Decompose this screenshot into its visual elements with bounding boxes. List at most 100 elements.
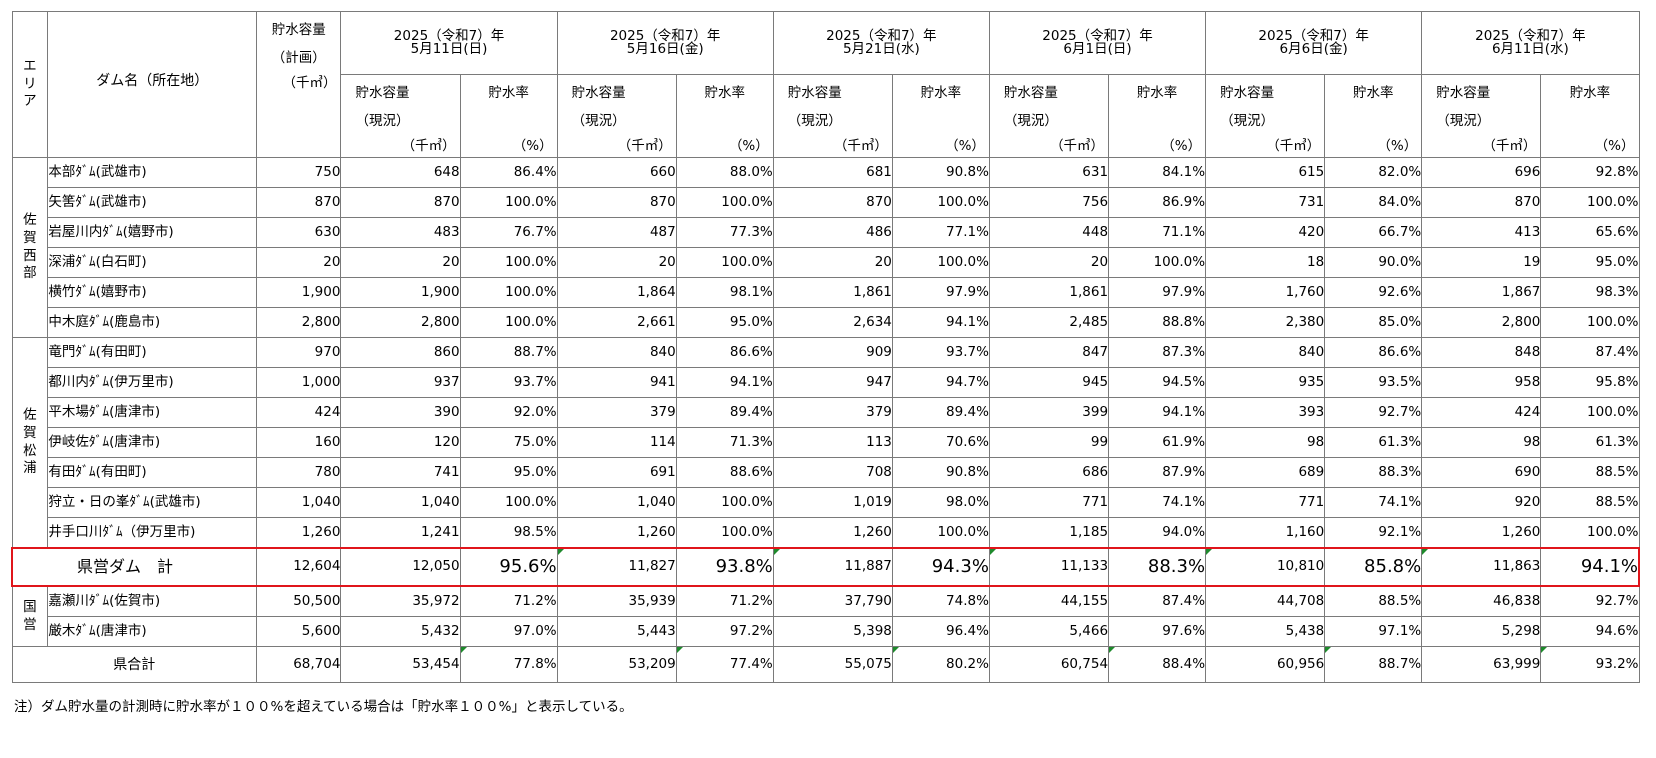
header-plan-line2: （計画） bbox=[271, 49, 326, 66]
plan-capacity-cell: 50,500 bbox=[256, 585, 342, 617]
header-date-day: 6月1日(日) bbox=[1063, 41, 1132, 57]
rate-cell: 100.0% bbox=[1540, 397, 1640, 428]
capacity-cell: 860 bbox=[340, 337, 461, 368]
header-current-unit: （千㎥） bbox=[1482, 138, 1537, 154]
plan-capacity-cell: 5,600 bbox=[256, 616, 342, 647]
capacity-cell: 935 bbox=[1205, 367, 1326, 398]
rate-cell: 74.1% bbox=[1108, 487, 1207, 518]
rate-cell: 90.8% bbox=[891, 457, 990, 488]
dam-name: 狩立・日の峯ﾀﾞﾑ(武雄市) bbox=[47, 487, 258, 518]
rate-cell: 94.1% bbox=[1108, 397, 1207, 428]
plan-capacity-cell: 1,260 bbox=[256, 517, 342, 549]
header-current-capacity: 貯水容量 （現況） （千㎥） bbox=[1205, 74, 1326, 158]
rate-cell: 92.0% bbox=[459, 397, 558, 428]
capacity-cell: 420 bbox=[1205, 217, 1326, 248]
header-current-capacity: 貯水容量 （現況） （千㎥） bbox=[988, 74, 1110, 158]
capacity-cell: 2,800 bbox=[340, 307, 461, 338]
dam-name: 厳木ﾀﾞﾑ(唐津市) bbox=[47, 616, 258, 647]
capacity-cell: 2,800 bbox=[1421, 307, 1542, 338]
plan-capacity-cell: 1,900 bbox=[256, 277, 342, 308]
capacity-cell: 53,454 bbox=[340, 646, 461, 683]
table-row: 深浦ﾀﾞﾑ(白石町) 20 20 100.0% 20 100.0% 20 100.0% 20 10… bbox=[12, 247, 1640, 278]
rate-cell: 93.5% bbox=[1324, 367, 1423, 398]
rate-cell: 75.0% bbox=[459, 427, 558, 458]
capacity-cell: 870 bbox=[340, 187, 461, 218]
header-rate-unit: （%） bbox=[1377, 138, 1418, 154]
capacity-cell: 486 bbox=[772, 217, 893, 248]
rate-cell: 97.6% bbox=[1108, 616, 1207, 647]
header-plan-unit: （千㎥） bbox=[282, 75, 337, 91]
rate-cell: 71.1% bbox=[1108, 217, 1207, 248]
header-rate-spacer bbox=[1326, 115, 1421, 129]
rate-cell: 70.6% bbox=[891, 427, 990, 458]
table-row: 都川内ﾀﾞﾑ(伊万里市) 1,000 937 93.7% 941 94.1% 947 94.7… bbox=[12, 367, 1640, 398]
capacity-cell: 1,900 bbox=[340, 277, 461, 308]
capacity-cell: 1,241 bbox=[340, 517, 461, 549]
capacity-cell: 37,790 bbox=[772, 585, 893, 617]
header-area-cell: エリア bbox=[11, 11, 49, 158]
table-row: 平木場ﾀﾞﾑ(唐津市) 424 390 92.0% 379 89.4% 379 89.4% 39… bbox=[12, 397, 1640, 428]
rate-cell: 86.4% bbox=[459, 157, 558, 188]
header-current-line1: 貯水容量 bbox=[1003, 85, 1058, 101]
capacity-cell: 1,019 bbox=[772, 487, 893, 518]
capacity-cell: 1,864 bbox=[556, 277, 677, 308]
capacity-cell: 487 bbox=[556, 217, 677, 248]
header-current-unit: （千㎥） bbox=[833, 138, 888, 154]
capacity-cell: 448 bbox=[988, 217, 1110, 248]
grand-total-row: 県合計 68,704 53,454 77.8% 53,209 77.4% 55,075 80.… bbox=[11, 646, 1640, 683]
header-current-unit: （千㎥） bbox=[1050, 138, 1105, 154]
header-rate-spacer bbox=[893, 115, 988, 129]
capacity-cell: 11,887 bbox=[772, 547, 893, 587]
dam-name: 竜門ﾀﾞﾑ(有田町) bbox=[47, 337, 258, 368]
plan-capacity-cell: 68,704 bbox=[256, 646, 342, 683]
rate-cell: 88.6% bbox=[675, 457, 774, 488]
capacity-cell: 741 bbox=[340, 457, 461, 488]
rate-cell: 100.0% bbox=[459, 307, 558, 338]
capacity-cell: 424 bbox=[1421, 397, 1542, 428]
header-current-line1: 貯水容量 bbox=[571, 85, 626, 101]
rate-cell: 88.3% bbox=[1324, 457, 1423, 488]
header-rate-line1: 貯水率 bbox=[1352, 85, 1394, 101]
rate-cell: 88.4% bbox=[1108, 646, 1207, 683]
rate-cell: 95.0% bbox=[675, 307, 774, 338]
dam-name: 横竹ﾀﾞﾑ(嬉野市) bbox=[47, 277, 258, 308]
header-rate: 貯水率 （%） bbox=[1324, 74, 1423, 158]
header-date-1: 2025（令和7）年 5月11日(日) bbox=[340, 11, 558, 75]
header-plan-line1: 貯水容量 bbox=[271, 22, 326, 38]
capacity-cell: 941 bbox=[556, 367, 677, 398]
rate-cell: 93.7% bbox=[459, 367, 558, 398]
rate-cell: 87.3% bbox=[1108, 337, 1207, 368]
prefectural-total-row: 県営ダム 計 12,604 12,050 95.6% 11,827 93.8% 11,887… bbox=[11, 547, 1641, 587]
dam-name: 嘉瀬川ﾀﾞﾑ(佐賀市) bbox=[47, 585, 258, 617]
rate-cell: 74.8% bbox=[891, 585, 990, 617]
capacity-cell: 98 bbox=[1205, 427, 1326, 458]
header-date-year: 2025（令和7）年 bbox=[1475, 27, 1586, 44]
capacity-cell: 44,708 bbox=[1205, 585, 1326, 617]
capacity-cell: 696 bbox=[1421, 157, 1542, 188]
footnote: 注）ダム貯水量の計測時に貯水率が１００%を超えている場合は「貯水率１００%」と表… bbox=[14, 699, 633, 715]
rate-cell: 100.0% bbox=[675, 487, 774, 518]
dam-name: 井手口川ﾀﾞﾑ（伊万里市) bbox=[47, 517, 258, 549]
header-date-day: 6月6日(金) bbox=[1279, 41, 1348, 57]
plan-capacity-cell: 160 bbox=[256, 427, 342, 458]
header-dam-name-label: ダム名（所在地） bbox=[96, 73, 209, 89]
rate-cell: 85.0% bbox=[1324, 307, 1423, 338]
header-rate-unit: （%） bbox=[1161, 138, 1202, 154]
plan-capacity-cell: 1,000 bbox=[256, 367, 342, 398]
capacity-cell: 44,155 bbox=[988, 585, 1110, 617]
rate-cell: 95.0% bbox=[459, 457, 558, 488]
capacity-cell: 20 bbox=[772, 247, 893, 278]
header-date-day: 5月11日(日) bbox=[410, 41, 488, 57]
capacity-cell: 5,298 bbox=[1421, 616, 1542, 647]
capacity-cell: 19 bbox=[1421, 247, 1542, 278]
dam-name: 深浦ﾀﾞﾑ(白石町) bbox=[47, 247, 258, 278]
rate-cell: 97.0% bbox=[459, 616, 558, 647]
rate-cell: 94.1% bbox=[1540, 547, 1641, 587]
capacity-cell: 848 bbox=[1421, 337, 1542, 368]
plan-capacity-cell: 630 bbox=[256, 217, 342, 248]
rate-cell: 93.2% bbox=[1540, 646, 1640, 683]
rate-cell: 94.5% bbox=[1108, 367, 1207, 398]
header-rate: 貯水率 （%） bbox=[891, 74, 990, 158]
capacity-cell: 1,861 bbox=[988, 277, 1110, 308]
rate-cell: 84.1% bbox=[1108, 157, 1207, 188]
